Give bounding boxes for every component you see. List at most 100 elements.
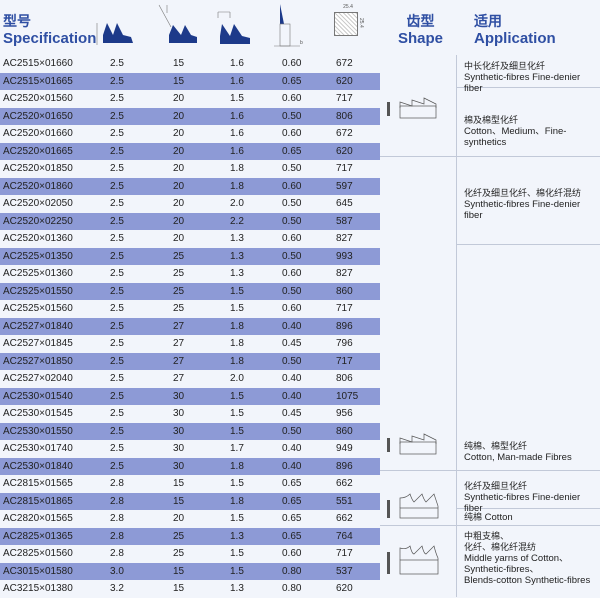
cell-c2: 15 [173, 583, 185, 594]
row-divider [380, 525, 600, 526]
cell-c2: 20 [173, 233, 185, 244]
cell-c4: 0.40 [282, 373, 302, 384]
cell-spec: AC2815×01565 [3, 478, 73, 489]
cell-c4: 0.60 [282, 93, 302, 104]
cell-spec: AC2530×01545 [3, 408, 73, 419]
cell-c1: 2.5 [110, 373, 124, 384]
curved-tooth-icon [387, 493, 439, 519]
cell-spec: AC2520×01560 [3, 93, 73, 104]
cell-spec: AC2520×02050 [3, 198, 73, 209]
cell-c5: 620 [336, 145, 353, 157]
cell-c4: 0.65 [282, 513, 302, 524]
cell-c2: 15 [173, 58, 185, 69]
cell-c4: 0.40 [282, 460, 302, 472]
cell-c4: 0.80 [282, 583, 302, 594]
cell-spec: AC2825×01365 [3, 530, 73, 542]
cell-spec: AC2515×01665 [3, 75, 73, 87]
cell-c5: 860 [336, 425, 353, 437]
cell-c4: 0.60 [282, 180, 302, 192]
cell-c3: 1.5 [230, 548, 244, 559]
cell-c3: 1.3 [230, 268, 244, 279]
table-row: AC2515×01665 2.5 15 1.6 0.65 620 [0, 72, 380, 90]
application-zh: 中长化纤及细旦化纤 [464, 61, 546, 71]
cell-spec: AC2515×01660 [3, 58, 73, 69]
cell-c5: 717 [336, 93, 353, 104]
cell-c1: 2.5 [110, 268, 124, 279]
application-cell: 化纤及细旦化纤 Synthetic-fibres Fine-denier fib… [464, 481, 600, 514]
cell-c1: 2.5 [110, 408, 124, 419]
spec-table: AC2515×01660 2.5 15 1.6 0.60 672 AC2515×01665 2… [0, 55, 380, 598]
dim-height-label: 25.4 [358, 18, 364, 28]
cell-c4: 0.50 [282, 198, 302, 209]
cell-c2: 20 [173, 215, 185, 227]
application-zh: 化纤、棉化纤混纺 [464, 542, 537, 552]
application-en: Blends-cotton Synthetic-fibres [464, 575, 591, 586]
cell-spec: AC2520×01360 [3, 233, 73, 244]
cell-c3: 1.6 [230, 58, 244, 69]
cell-c3: 1.5 [230, 303, 244, 314]
cell-c1: 2.8 [110, 513, 124, 524]
cell-c5: 796 [336, 338, 353, 349]
cell-c2: 30 [173, 425, 185, 437]
shape-header-zh: 齿型 [406, 13, 435, 29]
spec-header-zh: 型号 [3, 13, 31, 29]
application-zh: 纯棉、棉型化纤 [464, 441, 528, 451]
cell-c4: 0.50 [282, 163, 302, 174]
cell-spec: AC2530×01740 [3, 443, 73, 454]
cell-c2: 25 [173, 250, 185, 262]
cell-c1: 2.5 [110, 110, 124, 122]
table-row: AC2520×01650 2.5 20 1.6 0.50 806 [0, 107, 380, 125]
cell-c5: 956 [336, 408, 353, 419]
table-row: AC2525×01550 2.5 25 1.5 0.50 860 [0, 282, 380, 300]
cell-c5: 717 [336, 303, 353, 314]
cell-c1: 2.8 [110, 478, 124, 489]
cell-c3: 1.5 [230, 513, 244, 524]
cell-c4: 0.50 [282, 355, 302, 367]
cell-spec: AC2820×01565 [3, 513, 73, 524]
cell-c4: 0.50 [282, 215, 302, 227]
cell-c1: 2.5 [110, 303, 124, 314]
cell-c2: 27 [173, 338, 185, 349]
cell-c2: 27 [173, 373, 185, 384]
cell-c2: 20 [173, 198, 185, 209]
shallow-tooth-icon [387, 433, 437, 455]
cell-c3: 1.5 [230, 390, 244, 402]
cell-spec: AC2520×01850 [3, 163, 73, 174]
cell-spec: AC2527×02040 [3, 373, 73, 384]
cell-c1: 2.5 [110, 460, 124, 472]
cell-c2: 20 [173, 513, 185, 524]
application-zh: 中粗支棉、 [464, 531, 510, 541]
cell-c5: 662 [336, 513, 353, 524]
cell-c2: 25 [173, 530, 185, 542]
spec-header-en: Specification [3, 30, 97, 47]
application-en: Cotton、Medium、Fine-synthetics [464, 126, 567, 148]
cell-c3: 1.5 [230, 425, 244, 437]
table-row: AC2530×01550 2.5 30 1.5 0.50 860 [0, 422, 380, 440]
application-cell: 化纤及细旦化纤、棉化纤混纺 Synthetic-fibres Fine-deni… [464, 188, 600, 221]
cell-c2: 27 [173, 320, 185, 332]
tooth-pitch-diagram-icon [217, 11, 250, 44]
cell-c3: 1.8 [230, 180, 244, 192]
table-row: AC2525×01560 2.5 25 1.5 0.60 717 [0, 300, 380, 318]
cell-c4: 0.60 [282, 548, 302, 559]
cell-c4: 0.40 [282, 320, 302, 332]
shape-header-en: Shape [398, 30, 444, 47]
cell-c4: 0.65 [282, 145, 302, 157]
cell-c1: 2.5 [110, 180, 124, 192]
table-row: AC2525×01350 2.5 25 1.3 0.50 993 [0, 247, 380, 265]
cell-c4: 0.50 [282, 250, 302, 262]
cell-c3: 1.5 [230, 93, 244, 104]
cell-spec: AC2530×01550 [3, 425, 73, 437]
row-divider [456, 244, 600, 245]
application-header: 适用 Application [474, 13, 556, 47]
table-row: AC2530×01740 2.5 30 1.7 0.40 949 [0, 440, 380, 458]
cell-c1: 2.5 [110, 198, 124, 209]
cell-c5: 662 [336, 478, 353, 489]
application-en: Synthetic-fibres Fine-denier fiber [464, 199, 581, 221]
cell-c4: 0.50 [282, 285, 302, 297]
row-divider [456, 87, 600, 88]
cell-c3: 1.6 [230, 110, 244, 122]
table-row: AC2815×01565 2.8 15 1.5 0.65 662 [0, 475, 380, 493]
cell-c2: 20 [173, 163, 185, 174]
cell-c5: 827 [336, 233, 353, 244]
